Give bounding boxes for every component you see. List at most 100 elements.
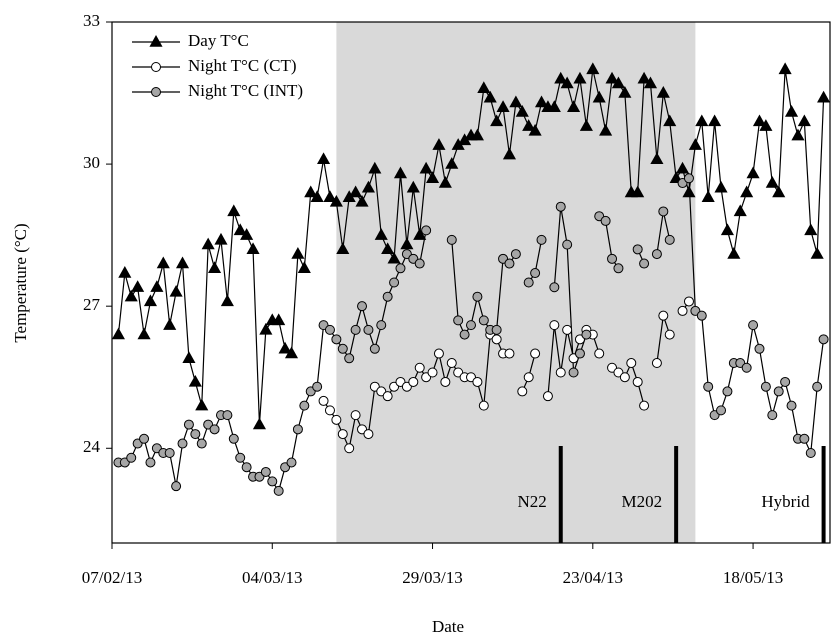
marker [579,119,593,131]
marker [196,438,207,449]
marker [626,358,637,369]
marker [331,334,342,345]
marker [765,176,779,188]
marker [171,481,182,492]
marker [530,348,541,359]
marker [664,234,675,245]
marker [150,280,164,292]
marker [784,104,799,117]
marker [143,294,158,307]
marker [124,289,138,302]
marker [151,87,161,97]
marker [432,138,446,150]
marker [286,457,297,468]
marker [278,341,292,354]
marker [118,266,132,278]
marker [389,277,400,288]
marker [374,228,388,240]
marker [163,318,177,330]
marker [778,62,792,75]
legend-label: Night T°C (INT) [188,81,303,100]
marker [408,376,419,387]
x-tick-label: 04/03/13 [242,568,302,587]
marker [560,76,574,89]
marker [312,381,323,392]
marker [169,284,183,297]
marker [490,114,504,127]
marker [515,104,529,117]
annotation-label: N22 [517,492,546,511]
marker [188,374,202,387]
marker [175,256,190,269]
y-tick-label: 24 [83,437,101,456]
marker [349,185,363,198]
marker [126,452,137,463]
marker [337,429,348,440]
marker [472,291,483,302]
marker [228,433,239,444]
marker [252,417,266,430]
marker [137,327,151,340]
marker [470,128,484,141]
marker [220,294,234,307]
marker [618,86,632,98]
marker [445,157,459,169]
marker [574,348,585,359]
marker [329,194,343,207]
marker [425,171,440,183]
marker [344,353,355,364]
marker [613,263,624,274]
marker [440,376,451,387]
marker [817,90,831,103]
marker [310,190,324,202]
marker [267,476,278,487]
marker [466,320,476,331]
marker [149,34,163,47]
x-tick-label: 07/02/13 [82,568,142,587]
legend-entry: Night T°C (INT) [132,81,303,100]
marker [651,358,662,369]
marker [419,161,433,174]
marker [510,249,521,260]
marker [767,410,778,421]
x-tick-label: 29/03/13 [402,568,462,587]
legend-entry: Day T°C [132,31,249,50]
marker [643,76,658,89]
marker [504,258,515,269]
marker [427,367,438,378]
marker [260,466,271,477]
marker [708,114,722,127]
marker [363,429,374,440]
marker [438,176,452,188]
marker [581,329,592,340]
marker [722,386,733,397]
marker [214,232,228,245]
marker [592,90,606,103]
marker [363,324,374,335]
marker [324,324,335,335]
marker [318,395,329,406]
y-axis-label: Temperature (°C) [11,223,30,342]
marker [201,237,215,250]
marker [716,405,727,416]
marker [156,256,170,269]
marker [195,398,209,411]
marker [517,386,528,397]
marker [523,277,534,288]
marker [741,362,752,373]
marker [387,251,401,264]
marker [233,223,247,236]
marker [400,237,414,250]
marker [573,71,587,84]
marker [797,114,811,127]
marker [369,343,380,354]
marker [805,448,816,459]
marker [562,324,573,335]
marker [483,90,497,103]
annotation-label: Hybrid [761,492,810,511]
marker [619,372,630,383]
y-tick-label: 30 [83,153,100,172]
marker [504,348,515,359]
marker [688,138,702,150]
